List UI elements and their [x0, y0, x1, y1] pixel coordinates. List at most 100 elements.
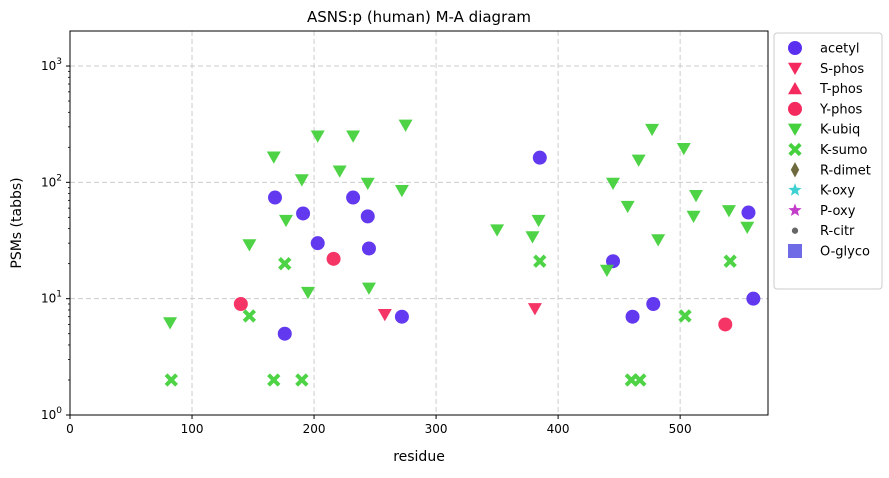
chart-title: ASNS:p (human) M-A diagram: [307, 8, 531, 26]
legend-marker-p-oxy: [788, 203, 802, 217]
data-point: [310, 130, 325, 143]
axes: 0 100 200 300 400 500 100 101 102 103: [41, 57, 692, 436]
data-point: [645, 123, 660, 137]
legend-marker-k-sumo: [788, 142, 802, 157]
legend-label-y-phos: Y-phos: [819, 102, 863, 117]
data-point: [360, 177, 375, 191]
data-point: [296, 206, 311, 221]
data-point: [746, 291, 761, 306]
data-point: [533, 254, 547, 268]
data-point: [242, 309, 257, 323]
x-stroke: [267, 373, 281, 387]
data-point: [346, 190, 361, 205]
legend-label-r-dimet: R-dimet: [820, 163, 871, 178]
legend-item-s-phos: S-phos: [788, 62, 864, 77]
x-stroke: [633, 373, 647, 387]
x-tick-label: 300: [425, 422, 448, 436]
data-point: [531, 214, 546, 228]
data-point: [625, 309, 640, 324]
data-point: [394, 184, 409, 198]
x-tick-label: 0: [66, 422, 74, 436]
data-point: [721, 205, 736, 218]
legend-item-r-citr: R-citr: [791, 224, 855, 239]
legend-marker-k-ubiq: [788, 123, 802, 136]
legend-item-y-phos: Y-phos: [788, 101, 863, 117]
data-point: [268, 190, 283, 205]
x-stroke: [164, 373, 178, 387]
legend-label-r-citr: R-citr: [820, 224, 855, 239]
legend-label-o-glyco: O-glyco: [820, 245, 870, 260]
data-point: [361, 282, 376, 295]
data-point: [651, 234, 666, 247]
data-point: [346, 130, 361, 143]
data-point: [233, 296, 248, 311]
data-point: [689, 189, 704, 203]
data-point: [277, 326, 292, 341]
grid-lines: [70, 31, 768, 415]
legend-label-p-oxy: P-oxy: [820, 204, 856, 219]
x-tick-label: 200: [303, 422, 326, 436]
data-point: [278, 256, 292, 271]
legend-marker-r-citr: [791, 227, 799, 234]
legend-item-k-ubiq: K-ubiq: [788, 123, 860, 138]
legend-marker-o-glyco: [788, 244, 802, 258]
data-point: [163, 317, 178, 330]
legend-item-t-phos: T-phos: [788, 81, 863, 97]
data-point: [620, 200, 635, 214]
legend-label-k-oxy: K-oxy: [820, 184, 855, 199]
data-point: [332, 165, 347, 178]
x-tick-label: 500: [669, 422, 692, 436]
legend-marker-y-phos: [788, 101, 802, 116]
data-point: [394, 309, 409, 324]
legend-marker-r-dimet: [790, 162, 800, 178]
data-point: [633, 373, 647, 387]
series-s-phos: [377, 303, 542, 322]
data-point: [278, 214, 293, 228]
y-tick-label: 100: [41, 406, 62, 422]
data-point: [718, 317, 733, 332]
data-point: [360, 209, 375, 224]
data-point: [631, 154, 646, 167]
data-point: [525, 231, 540, 244]
legend-item-p-oxy: P-oxy: [788, 203, 856, 219]
data-point: [294, 174, 309, 187]
data-point: [310, 236, 325, 251]
series-acetyl: [268, 150, 761, 341]
x-stroke: [788, 142, 802, 157]
x-stroke: [242, 309, 257, 323]
data-point: [740, 221, 755, 235]
data-point: [242, 239, 257, 252]
data-point: [398, 119, 413, 132]
y-tick-label: 103: [41, 57, 62, 73]
legend-item-o-glyco: O-glyco: [788, 244, 870, 260]
legend-label-s-phos: S-phos: [820, 62, 864, 77]
data-point: [266, 151, 281, 164]
x-stroke: [533, 254, 547, 268]
y-axis-label: PSMs (tabbs): [9, 177, 25, 268]
legend-item-acetyl: acetyl: [788, 41, 860, 57]
y-tick-label: 102: [41, 173, 62, 189]
legend-frame: [773, 32, 883, 290]
series-y-phos: [233, 251, 733, 332]
data-point: [532, 150, 547, 165]
x-axis-label: residue: [393, 449, 445, 465]
data-point: [646, 296, 661, 311]
data-point: [599, 264, 614, 278]
x-tick-label: 100: [181, 422, 204, 436]
x-stroke: [278, 256, 292, 271]
legend-marker-t-phos: [788, 81, 802, 95]
data-point: [606, 254, 621, 269]
data-point: [361, 241, 376, 256]
legend-label-t-phos: T-phos: [819, 82, 863, 97]
data-point: [606, 177, 621, 191]
x-stroke: [723, 254, 737, 268]
data-point: [295, 373, 309, 387]
series-k-ubiq: [163, 119, 755, 330]
legend: acetyl S-phos T-phos Y-phos K-ubiq K-sumo R-di…: [773, 32, 883, 290]
data-point: [527, 303, 542, 316]
data-points: [163, 119, 761, 387]
plot-frame: [69, 30, 769, 416]
legend-label-k-sumo: K-sumo: [820, 143, 868, 158]
